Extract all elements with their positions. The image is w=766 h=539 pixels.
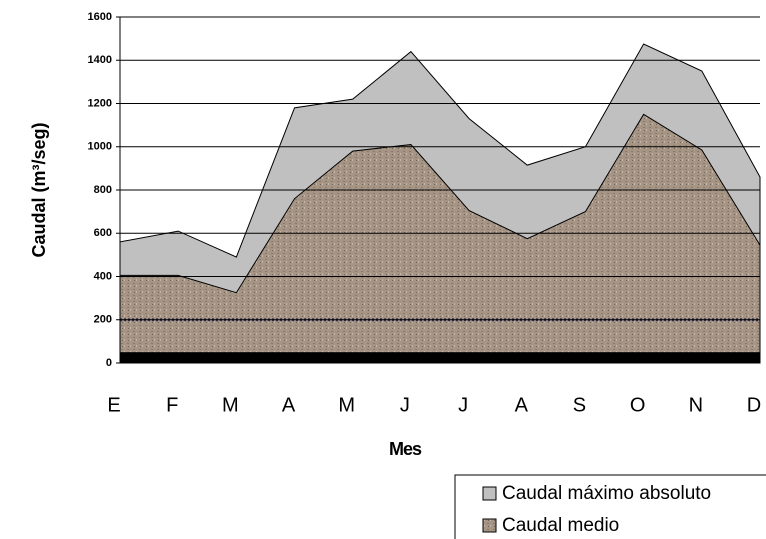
x-tick-label: O	[630, 394, 646, 416]
y-tick-label: 200	[94, 314, 112, 326]
x-tick-label: M	[338, 394, 355, 416]
legend-label: Caudal máximo absoluto	[502, 483, 711, 504]
y-axis-title: Caudal (m³/seg)	[29, 122, 49, 257]
legend-box	[454, 474, 766, 539]
x-tick-label: J	[458, 394, 468, 416]
x-tick-label: A	[282, 394, 296, 416]
y-tick-label: 0	[106, 357, 112, 369]
base-band	[120, 352, 760, 363]
legend-swatch	[482, 486, 497, 501]
y-tick-label: 1000	[88, 141, 112, 153]
x-tick-label: E	[107, 394, 120, 416]
x-tick-label: J	[400, 394, 410, 416]
y-tick-label: 400	[94, 270, 112, 282]
area	[119, 113, 761, 364]
x-axis-title: Mes	[389, 439, 422, 459]
legend-swatch	[482, 518, 497, 533]
x-tick-label: S	[573, 394, 586, 416]
x-tick-label: F	[166, 394, 178, 416]
y-tick-label: 1200	[88, 97, 112, 109]
y-tick-label: 800	[94, 184, 112, 196]
legend-label: Caudal medio	[502, 515, 619, 536]
x-tick-label: N	[689, 394, 703, 416]
y-tick-label: 600	[94, 227, 112, 239]
y-tick-label: 1600	[88, 11, 112, 23]
plot-area	[119, 43, 761, 364]
x-tick-label: A	[515, 394, 529, 416]
x-tick-label: M	[222, 394, 239, 416]
y-tick-label: 1400	[88, 54, 112, 66]
x-tick-label: D	[747, 394, 761, 416]
